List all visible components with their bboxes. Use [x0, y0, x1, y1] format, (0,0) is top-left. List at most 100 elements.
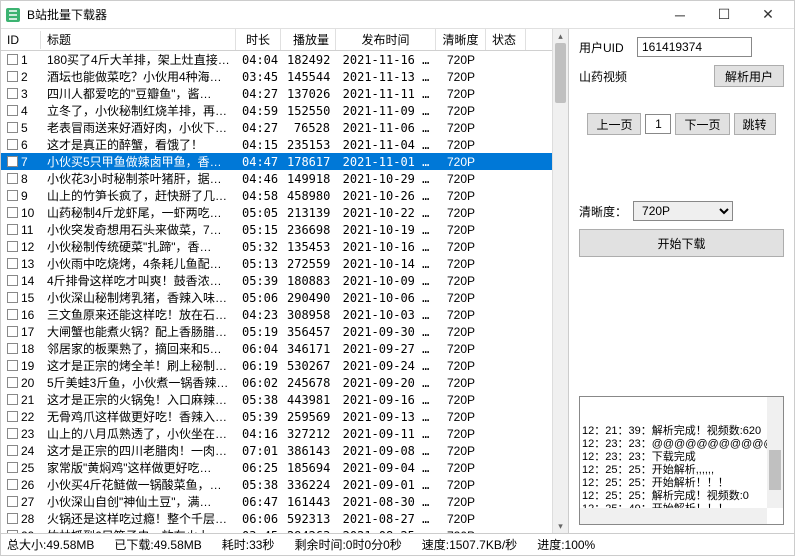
- table-row[interactable]: 28火锅还是这样吃过瘾！整个千层…06:065923132021-08-27 ……: [1, 510, 552, 527]
- scroll-up-icon[interactable]: ▴: [553, 29, 568, 43]
- row-checkbox[interactable]: [7, 105, 18, 116]
- table-row[interactable]: 205斤美蛙3斤鱼，小伙煮一锅香辣…06:022456782021-09-20 …: [1, 374, 552, 391]
- row-checkbox[interactable]: [7, 207, 18, 218]
- table-scrollbar[interactable]: ▴ ▾: [552, 29, 568, 533]
- row-checkbox[interactable]: [7, 122, 18, 133]
- row-checkbox[interactable]: [7, 258, 18, 269]
- col-playcount[interactable]: 播放量: [281, 29, 336, 50]
- table-row[interactable]: 19这才是正宗的烤全羊！刷上秘制…06:195302672021-09-24 ……: [1, 357, 552, 374]
- cell-date: 2021-08-30 …: [336, 495, 436, 509]
- cell-date: 2021-09-01 …: [336, 478, 436, 492]
- table-row[interactable]: 18邻居家的板栗熟了，摘回来和5…06:043461712021-09-27 ……: [1, 340, 552, 357]
- jump-button[interactable]: 跳转: [734, 113, 776, 135]
- row-checkbox[interactable]: [7, 394, 18, 405]
- row-checkbox[interactable]: [7, 513, 18, 524]
- table-row[interactable]: 6这才是真正的醉蟹，看饿了！04:152351532021-11-04 …720…: [1, 136, 552, 153]
- col-duration[interactable]: 时长: [236, 29, 281, 50]
- table-row[interactable]: 27小伙深山自创"神仙土豆"，满…06:471614432021-08-30 ……: [1, 493, 552, 510]
- row-checkbox[interactable]: [7, 71, 18, 82]
- cell-quality: 720P: [436, 427, 486, 441]
- minimize-button[interactable]: ─: [658, 2, 702, 28]
- row-checkbox[interactable]: [7, 411, 18, 422]
- table-row[interactable]: 2酒坛也能做菜吃？小伙用4种海…03:451455442021-11-13 …7…: [1, 68, 552, 85]
- row-checkbox[interactable]: [7, 445, 18, 456]
- table-row[interactable]: 13小伙雨中吃烧烤，4条耗儿鱼配…05:132725592021-10-14 ……: [1, 255, 552, 272]
- row-checkbox[interactable]: [7, 241, 18, 252]
- cell-duration: 05:13: [236, 257, 281, 271]
- close-button[interactable]: ✕: [746, 2, 790, 28]
- row-checkbox[interactable]: [7, 428, 18, 439]
- table-row[interactable]: 22无骨鸡爪这样做更好吃！香辣入…05:392595692021-09-13 ……: [1, 408, 552, 425]
- table-row[interactable]: 144斤排骨这样吃才叫爽！鼓香浓…05:391808832021-10-09 ……: [1, 272, 552, 289]
- cell-date: 2021-09-08 …: [336, 444, 436, 458]
- cell-playcount: 235153: [281, 138, 336, 152]
- row-checkbox[interactable]: [7, 139, 18, 150]
- row-checkbox[interactable]: [7, 326, 18, 337]
- table-row[interactable]: 17大闸蟹也能煮火锅？配上香肠腊…05:193564572021-09-30 ……: [1, 323, 552, 340]
- row-checkbox[interactable]: [7, 343, 18, 354]
- col-date[interactable]: 发布时间: [336, 29, 436, 50]
- table-row[interactable]: 10山药秘制4斤龙虾尾，一虾两吃…05:052131392021-10-22 ……: [1, 204, 552, 221]
- page-input[interactable]: [645, 114, 671, 134]
- cell-duration: 07:01: [236, 444, 281, 458]
- table-row[interactable]: 7小伙买5只甲鱼做辣卤甲鱼，香…04:471786172021-11-01 …7…: [1, 153, 552, 170]
- cell-quality: 720P: [436, 189, 486, 203]
- row-checkbox[interactable]: [7, 292, 18, 303]
- start-download-button[interactable]: 开始下载: [579, 229, 784, 257]
- table-row[interactable]: 9山上的竹笋长疯了，赶快掰了几…04:584589802021-10-26 …7…: [1, 187, 552, 204]
- col-quality[interactable]: 清晰度: [436, 29, 486, 50]
- cell-date: 2021-10-14 …: [336, 257, 436, 271]
- prev-page-button[interactable]: 上一页: [587, 113, 641, 135]
- uid-input[interactable]: [637, 37, 752, 57]
- table-row[interactable]: 16三文鱼原来还能这样吃！放在石…04:233089582021-10-03 ……: [1, 306, 552, 323]
- row-checkbox[interactable]: [7, 224, 18, 235]
- col-status[interactable]: 状态: [486, 29, 526, 50]
- table-row[interactable]: 1180买了4斤大羊排，架上灶直接…04:041824922021-11-16 …: [1, 51, 552, 68]
- row-checkbox[interactable]: [7, 54, 18, 65]
- cell-title: 小伙花3小时秘制茶叶猪肝，据…: [41, 170, 236, 187]
- next-page-button[interactable]: 下一页: [675, 113, 729, 135]
- table-row[interactable]: 11小伙突发奇想用石头来做菜，7…05:152366982021-10-19 ……: [1, 221, 552, 238]
- maximize-button[interactable]: ☐: [702, 2, 746, 28]
- status-downloaded: 已下载:49.58MB: [114, 536, 201, 553]
- cell-duration: 04:16: [236, 427, 281, 441]
- table-row[interactable]: 15小伙深山秘制烤乳猪，香辣入味…05:062904902021-10-06 ……: [1, 289, 552, 306]
- row-checkbox[interactable]: [7, 88, 18, 99]
- row-checkbox[interactable]: [7, 377, 18, 388]
- row-checkbox[interactable]: [7, 156, 18, 167]
- cell-duration: 04:23: [236, 308, 281, 322]
- cell-title: 小伙秘制传统硬菜"扎蹄"，香…: [41, 238, 236, 255]
- scroll-thumb[interactable]: [555, 43, 566, 103]
- table-row[interactable]: 23山上的八月瓜熟透了，小伙坐在…04:163272122021-09-11 ……: [1, 425, 552, 442]
- row-checkbox[interactable]: [7, 462, 18, 473]
- cell-playcount: 327212: [281, 427, 336, 441]
- col-title[interactable]: 标题: [41, 29, 236, 50]
- table-row[interactable]: 3四川人都爱吃的"豆瓣鱼"，酱…04:271370262021-11-11 …7…: [1, 85, 552, 102]
- table-row[interactable]: 21这才是正宗的火锅兔！入口麻辣…05:384439812021-09-16 ……: [1, 391, 552, 408]
- row-checkbox[interactable]: [7, 360, 18, 371]
- cell-quality: 720P: [436, 104, 486, 118]
- log-scrollbar-h[interactable]: [580, 508, 767, 524]
- row-checkbox[interactable]: [7, 275, 18, 286]
- row-checkbox[interactable]: [7, 190, 18, 201]
- parse-user-button[interactable]: 解析用户: [714, 65, 784, 87]
- table-row[interactable]: 24这才是正宗的四川老腊肉！一肉…07:013861432021-09-08 ……: [1, 442, 552, 459]
- status-bar: 总大小:49.58MB 已下载:49.58MB 耗时:33秒 剩余时间:0时0分…: [1, 533, 794, 555]
- table-row[interactable]: 25家常版"黄焖鸡"这样做更好吃…06:251856942021-09-04 ……: [1, 459, 552, 476]
- table-row[interactable]: 4立冬了，小伙秘制红烧羊排，再…04:591525502021-11-09 …7…: [1, 102, 552, 119]
- row-checkbox[interactable]: [7, 173, 18, 184]
- table-row[interactable]: 26小伙买4斤花鲢做一锅酸菜鱼，…05:383362242021-09-01 ……: [1, 476, 552, 493]
- scroll-down-icon[interactable]: ▾: [553, 519, 568, 533]
- row-checkbox[interactable]: [7, 496, 18, 507]
- video-list-label: 山药视频: [579, 68, 631, 85]
- quality-select[interactable]: 720P: [633, 201, 733, 221]
- row-checkbox[interactable]: [7, 309, 18, 320]
- col-id[interactable]: ID: [1, 31, 41, 49]
- row-checkbox[interactable]: [7, 479, 18, 490]
- cell-date: 2021-10-29 …: [336, 172, 436, 186]
- cell-duration: 04:47: [236, 155, 281, 169]
- table-row[interactable]: 5老表冒雨送来好酒好肉，小伙下…04:27765282021-11-06 …72…: [1, 119, 552, 136]
- table-row[interactable]: 8小伙花3小时秘制茶叶猪肝，据…04:461499182021-10-29 …7…: [1, 170, 552, 187]
- table-row[interactable]: 12小伙秘制传统硬菜"扎蹄"，香…05:321354532021-10-16 ……: [1, 238, 552, 255]
- log-scrollbar-v[interactable]: [767, 397, 783, 508]
